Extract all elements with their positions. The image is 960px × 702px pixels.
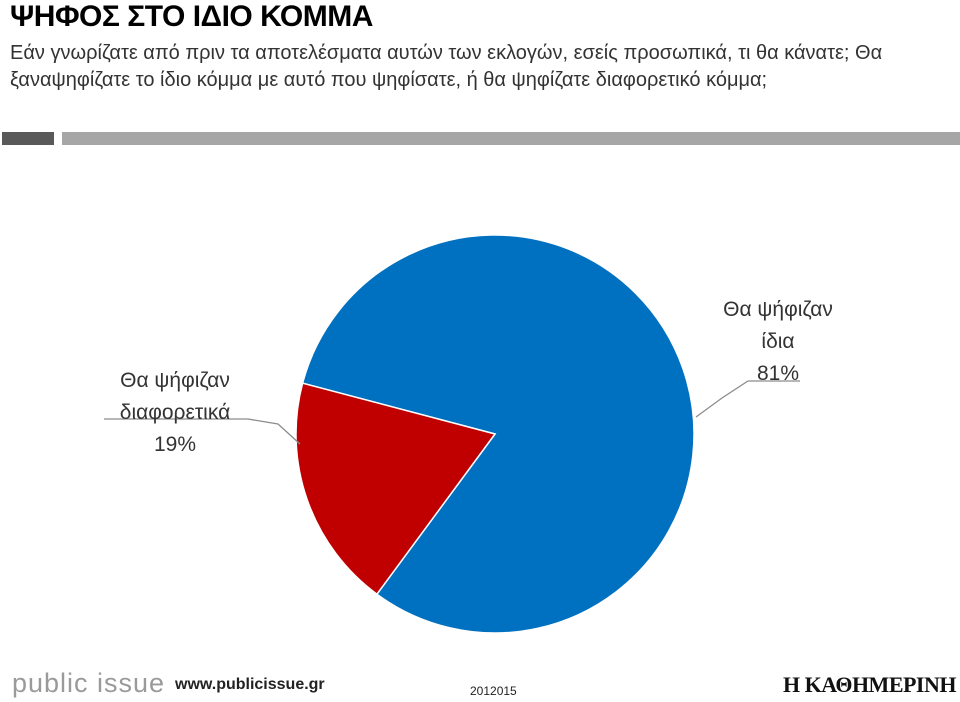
- pie-chart: Θα ψήφιζαν ίδια 81% Θα ψήφιζαν διαφορετι…: [104, 234, 833, 634]
- survey-question: Εάν γνωρίζατε από πριν τα αποτελέσματα α…: [10, 42, 883, 91]
- kathimerini-logo: Η ΚΑΘΗΜΕΡΙΝΗ: [783, 672, 957, 697]
- leader-line-same-party: [695, 380, 800, 418]
- slice-label-different-party-line2: διαφορετικά: [120, 401, 230, 424]
- publicissue-logo: public issue: [12, 668, 166, 698]
- slice-label-same-party-line2: ίδια: [761, 330, 794, 353]
- leader-line-different-party: [104, 418, 301, 445]
- page-title: ΨΗΦΟΣ ΣΤΟ ΙΔΙΟ ΚΟΜΜΑ: [10, 0, 373, 33]
- divider-bar-dark: [2, 132, 54, 145]
- pie-slice-different-party: [295, 382, 497, 596]
- pie-slice-same-party: [301, 234, 695, 634]
- divider-bar-light: [62, 132, 960, 145]
- survey-code: 2012015: [470, 684, 517, 698]
- slice-label-different-party-line1: Θα ψήφιζαν: [120, 369, 230, 392]
- footer: public issue www.publicissue.gr 2012015 …: [0, 664, 960, 702]
- slice-value-same-party: 81%: [757, 362, 799, 385]
- slice-value-different-party: 19%: [154, 433, 196, 456]
- footer-url[interactable]: www.publicissue.gr: [175, 676, 325, 693]
- slice-label-same-party-line1: Θα ψήφιζαν: [723, 298, 833, 321]
